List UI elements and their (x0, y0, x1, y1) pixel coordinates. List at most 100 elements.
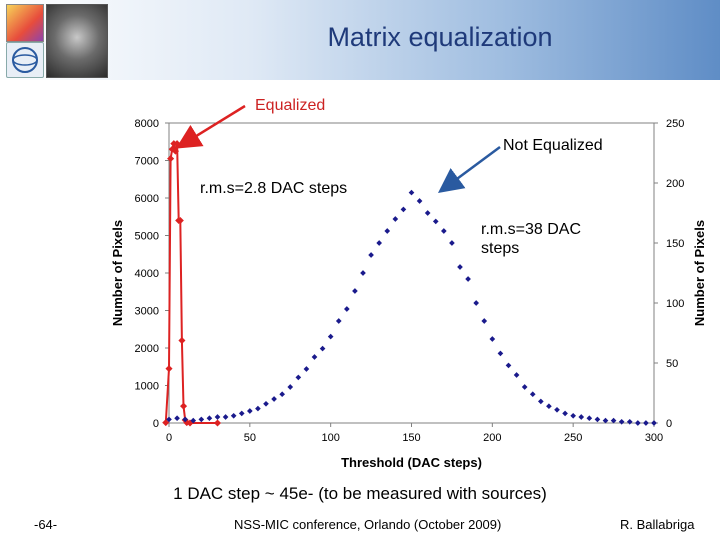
not-equalized-point (554, 406, 560, 413)
not-equalized-point (352, 288, 358, 294)
not-equalized-point (392, 216, 399, 222)
conference-name: NSS-MIC conference, Orlando (October 200… (234, 517, 502, 532)
y-left-tick-label: 5000 (135, 231, 159, 243)
not-equalized-point (643, 420, 649, 426)
not-equalized-point (166, 416, 172, 423)
not-equalized-point (432, 218, 439, 225)
not-equalized-point (602, 417, 609, 424)
not-equalized-point (319, 345, 326, 352)
equalized-point (167, 155, 175, 163)
not-equalized-point (610, 417, 617, 424)
not-equalized-point (618, 418, 625, 425)
equalized-point (176, 216, 184, 225)
equalized-point (178, 336, 186, 345)
logo-block (6, 4, 108, 78)
not-equalized-point (206, 415, 213, 422)
author-name: R. Ballabriga (620, 517, 695, 532)
medipix-logo (6, 4, 44, 42)
x-tick-label: 0 (166, 432, 172, 444)
equalized-label: Equalized (255, 97, 326, 114)
not-equalized-point (546, 403, 552, 410)
not-equalized-point (529, 391, 536, 398)
not-equalized-point (513, 372, 520, 378)
x-tick-label: 300 (645, 432, 663, 444)
not-equalized-point (449, 240, 455, 246)
x-tick-label: 250 (564, 432, 582, 444)
not-equalized-point (174, 415, 180, 422)
not-equalized-point (562, 410, 568, 417)
y-left-tick-label: 3000 (135, 306, 159, 318)
not-equalized-point (408, 189, 415, 196)
y-left-tick-label: 7000 (135, 156, 159, 168)
x-tick-label: 200 (483, 432, 501, 444)
equalized-point (171, 147, 180, 155)
y-left-tick-label: 6000 (135, 193, 159, 205)
not-equalized-point (327, 333, 334, 340)
rms-not-equalized-note: r.m.s=38 DAC steps (481, 221, 582, 257)
not-equalized-point (263, 400, 269, 407)
y-right-tick-label: 150 (666, 238, 684, 250)
not-equalized-point (255, 405, 261, 412)
not-equalized-point (247, 408, 253, 414)
not-equalized-point (287, 384, 294, 390)
not-equalized-point (311, 354, 318, 360)
not-equalized-point (400, 206, 407, 213)
rms-equalized-note: r.m.s=2.8 DAC steps (200, 180, 348, 197)
not-equalized-point (182, 416, 188, 423)
not-equalized-point (344, 306, 350, 312)
y-left-tick-label: 2000 (135, 343, 159, 355)
not-equalized-point (198, 416, 205, 423)
not-equalized-point (441, 228, 447, 234)
x-tick-label: 150 (402, 432, 420, 444)
y-left-axis-label: Number of Pixels (110, 220, 125, 326)
not-equalized-point (190, 417, 197, 424)
not-equalized-point (626, 418, 633, 425)
not-equalized-point (505, 362, 512, 369)
not-equalized-point (586, 415, 593, 422)
not-equalized-point (360, 270, 366, 276)
y-right-tick-label: 200 (666, 178, 684, 190)
equalized-point (180, 402, 188, 410)
not-equalized-point (465, 276, 471, 282)
y-right-tick-label: 50 (666, 358, 678, 370)
not-equalized-point (570, 412, 576, 419)
equalized-point (165, 365, 173, 373)
y-left-tick-label: 0 (153, 418, 159, 430)
not-equalized-point (489, 336, 496, 342)
y-right-axis-label: Number of Pixels (692, 220, 707, 326)
not-equalized-point (295, 374, 302, 381)
y-left-tick-label: 4000 (135, 268, 159, 280)
slide-header: Matrix equalization (0, 0, 720, 80)
not-equalized-point (635, 420, 641, 426)
plot-frame (168, 122, 655, 424)
not-equalized-point (222, 414, 229, 420)
not-equalized-point (578, 414, 585, 420)
y-left-tick-label: 1000 (135, 381, 159, 393)
not-equalized-point (335, 318, 342, 324)
cern-logo (6, 42, 44, 78)
y-right-tick-label: 100 (666, 298, 684, 310)
chart-area: 0 50 100 150 200 250 300 0 1000 2000 3000 4000 5000 6… (100, 100, 720, 480)
not-equalized-point (457, 264, 463, 270)
not-equalized-point (424, 210, 431, 216)
not-equalized-point (538, 398, 544, 405)
not-equalized-point (376, 240, 382, 246)
not-equalized-point (214, 414, 221, 420)
not-equalized-point (303, 366, 310, 372)
not-equalized-point (497, 350, 504, 357)
not-equalized-point (238, 410, 245, 417)
equalized-arrow (175, 104, 246, 149)
not-equalized-point (416, 198, 423, 204)
x-tick-label: 100 (321, 432, 339, 444)
equalized-point (213, 419, 222, 427)
x-tick-label: 50 (244, 432, 256, 444)
slide-title: Matrix equalization (327, 22, 553, 52)
not-equalized-point (651, 420, 657, 426)
not-equalized-point (230, 412, 237, 419)
not-equalized-point (279, 391, 285, 398)
y-left-tick-label: 8000 (135, 118, 159, 130)
not-equalized-point (384, 228, 391, 234)
x-axis-label: Threshold (DAC steps) (341, 455, 482, 470)
not-equalized-point (481, 318, 488, 324)
equalized-point (162, 419, 170, 427)
